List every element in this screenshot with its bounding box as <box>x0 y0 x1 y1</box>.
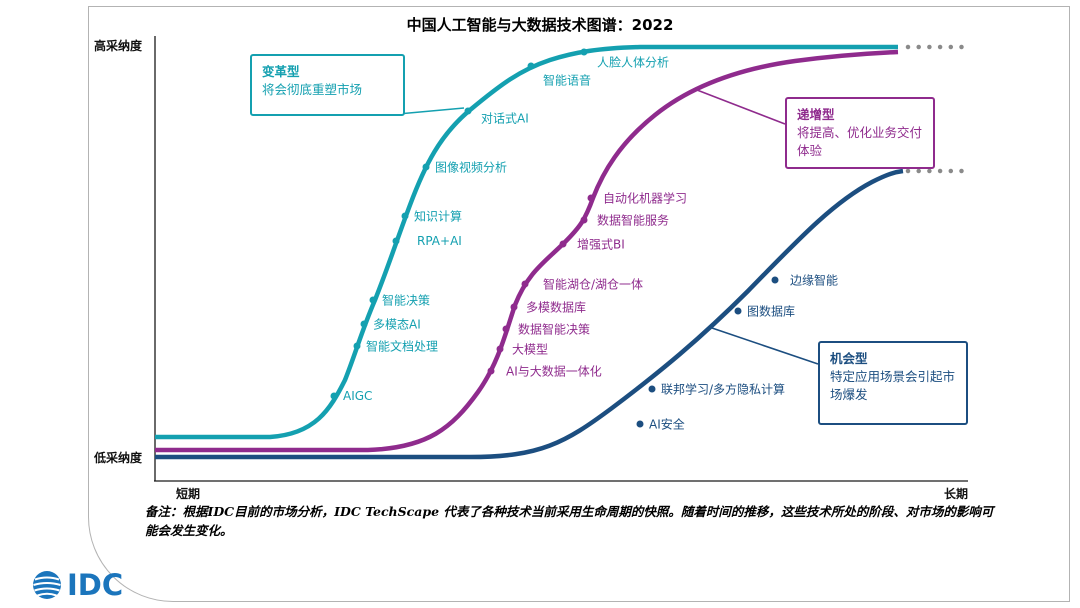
callout-connector-transformational <box>397 107 465 115</box>
callout-desc: 特定应用场景会引起市场爆发 <box>830 369 956 403</box>
callout-desc: 将会彻底重塑市场 <box>262 82 363 98</box>
footnote: 备注：根据IDC目前的市场分析，IDC TechScape 代表了各种技术当前采… <box>145 504 994 538</box>
chart-frame <box>88 6 1070 602</box>
callout-title: 机会型 <box>830 351 868 366</box>
callout-transformational: 变革型 将会彻底重塑市场 <box>250 54 405 116</box>
y-axis-label-low: 低采纳度 <box>94 451 143 465</box>
adoption-curve-transformational <box>155 44 898 440</box>
callout-connector-incremental <box>696 89 786 125</box>
idc-logo: IDC <box>30 568 123 602</box>
callout-title: 变革型 <box>262 64 300 79</box>
callout-opportunistic: 机会型 特定应用场景会引起市场爆发 <box>818 341 968 425</box>
chart-title: 中国人工智能与大数据技术图谱：2022 <box>406 16 674 34</box>
x-axis-label-short: 短期 <box>176 487 201 501</box>
idc-logo-text: IDC <box>67 567 124 602</box>
callout-incremental: 递增型 将提高、优化业务交付体验 <box>785 97 935 169</box>
callout-title: 递增型 <box>797 107 835 122</box>
adoption-curve-opportunistic <box>155 168 904 460</box>
callout-desc: 将提高、优化业务交付体验 <box>797 125 923 159</box>
idc-globe-icon <box>33 571 61 599</box>
callout-connector-opportunistic <box>711 327 819 365</box>
x-axis-label-long: 长期 <box>944 487 969 501</box>
y-axis-label-high: 高采纳度 <box>94 39 143 53</box>
